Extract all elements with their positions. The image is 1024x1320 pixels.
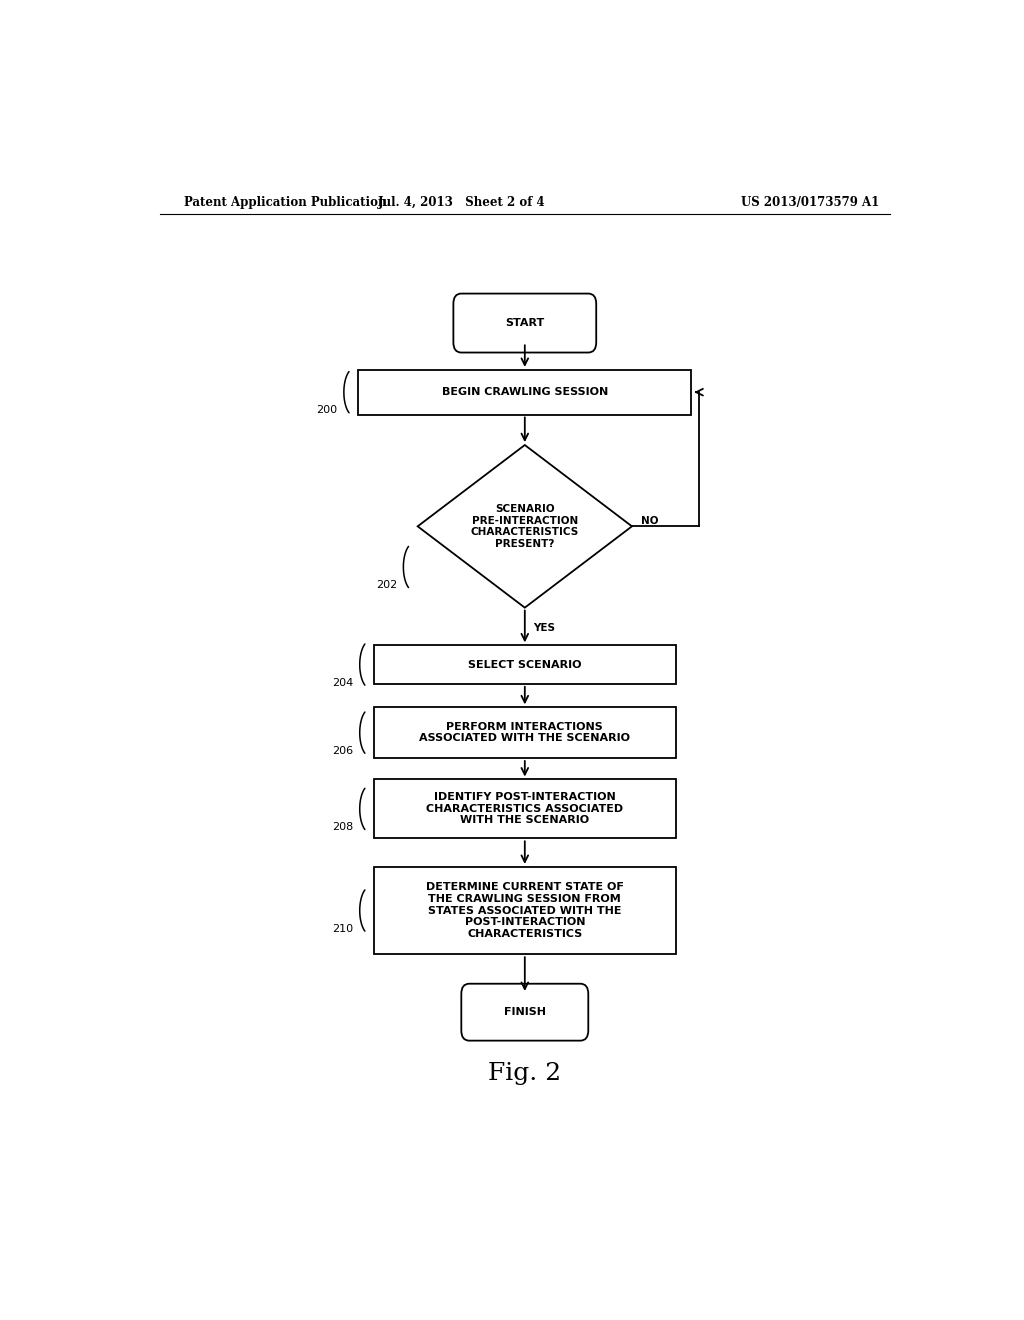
Text: SELECT SCENARIO: SELECT SCENARIO xyxy=(468,660,582,669)
Text: 204: 204 xyxy=(332,678,353,688)
Text: YES: YES xyxy=(532,623,555,634)
FancyBboxPatch shape xyxy=(374,867,676,954)
Text: PERFORM INTERACTIONS
ASSOCIATED WITH THE SCENARIO: PERFORM INTERACTIONS ASSOCIATED WITH THE… xyxy=(419,722,631,743)
FancyBboxPatch shape xyxy=(374,779,676,838)
Text: 206: 206 xyxy=(332,746,353,756)
FancyBboxPatch shape xyxy=(454,293,596,352)
Text: START: START xyxy=(505,318,545,329)
FancyBboxPatch shape xyxy=(374,645,676,684)
Text: 210: 210 xyxy=(332,924,353,933)
Text: 208: 208 xyxy=(332,822,353,832)
Text: Patent Application Publication: Patent Application Publication xyxy=(183,195,386,209)
Text: DETERMINE CURRENT STATE OF
THE CRAWLING SESSION FROM
STATES ASSOCIATED WITH THE
: DETERMINE CURRENT STATE OF THE CRAWLING … xyxy=(426,882,624,939)
Polygon shape xyxy=(418,445,632,607)
Text: BEGIN CRAWLING SESSION: BEGIN CRAWLING SESSION xyxy=(441,387,608,397)
FancyBboxPatch shape xyxy=(358,370,691,414)
Text: US 2013/0173579 A1: US 2013/0173579 A1 xyxy=(741,195,880,209)
FancyBboxPatch shape xyxy=(461,983,588,1040)
Text: 200: 200 xyxy=(316,405,338,416)
Text: NO: NO xyxy=(641,516,659,527)
Text: Jul. 4, 2013   Sheet 2 of 4: Jul. 4, 2013 Sheet 2 of 4 xyxy=(378,195,545,209)
Text: FINISH: FINISH xyxy=(504,1007,546,1018)
Text: SCENARIO
PRE-INTERACTION
CHARACTERISTICS
PRESENT?: SCENARIO PRE-INTERACTION CHARACTERISTICS… xyxy=(471,504,579,549)
Text: Fig. 2: Fig. 2 xyxy=(488,1061,561,1085)
FancyBboxPatch shape xyxy=(374,708,676,758)
Text: IDENTIFY POST-INTERACTION
CHARACTERISTICS ASSOCIATED
WITH THE SCENARIO: IDENTIFY POST-INTERACTION CHARACTERISTIC… xyxy=(426,792,624,825)
Text: 202: 202 xyxy=(376,581,397,590)
